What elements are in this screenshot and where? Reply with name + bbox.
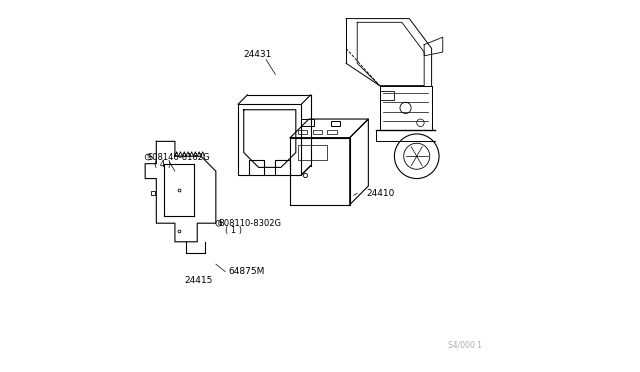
Bar [331,121,340,126]
Text: 64875M: 64875M [229,267,265,276]
Text: 24415: 24415 [184,276,212,285]
Text: B08110-8302G: B08110-8302G [218,219,281,228]
Bar [298,145,328,160]
Bar [380,91,394,100]
Text: 24431: 24431 [244,49,272,58]
Bar [298,130,307,134]
Bar [328,130,337,134]
Text: S4/000 1: S4/000 1 [448,341,482,350]
Text: 24410: 24410 [367,189,395,198]
Text: ( 4 ): ( 4 ) [154,160,172,169]
Text: S: S [147,154,150,160]
Bar [312,130,322,134]
Text: S08146-8162G: S08146-8162G [147,153,209,162]
Text: B: B [217,221,221,226]
Bar [301,119,314,126]
Text: ( 1 ): ( 1 ) [225,226,242,235]
